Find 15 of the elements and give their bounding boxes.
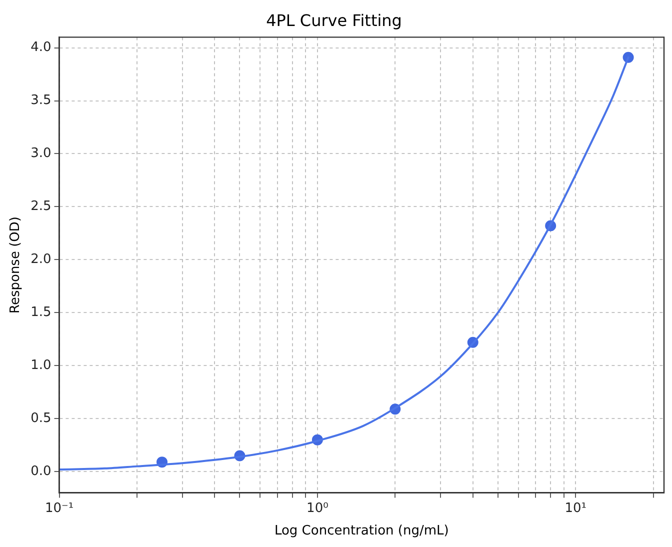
y-tick-label: 2.0 xyxy=(30,252,52,268)
y-tick-label: 1.0 xyxy=(30,358,52,374)
y-tick-label: 3.0 xyxy=(30,146,52,162)
x-axis-title: Log Concentration (ng/mL) xyxy=(274,524,449,539)
y-tick-label: 0.0 xyxy=(30,464,52,479)
x-tick-label: 10⁻¹ xyxy=(44,500,74,516)
y-tick-label: 4.0 xyxy=(30,40,52,56)
x-tick-label: 10¹ xyxy=(564,500,586,516)
chart-title: 4PL Curve Fitting xyxy=(266,10,402,30)
x-tick-label: 10⁰ xyxy=(306,500,328,516)
y-tick-label: 3.5 xyxy=(30,93,52,108)
y-axis-title: Response (OD) xyxy=(8,216,24,314)
y-tick-label: 2.5 xyxy=(30,199,52,214)
y-tick-label: 1.5 xyxy=(30,305,52,320)
y-tick-label: 0.5 xyxy=(30,411,52,426)
